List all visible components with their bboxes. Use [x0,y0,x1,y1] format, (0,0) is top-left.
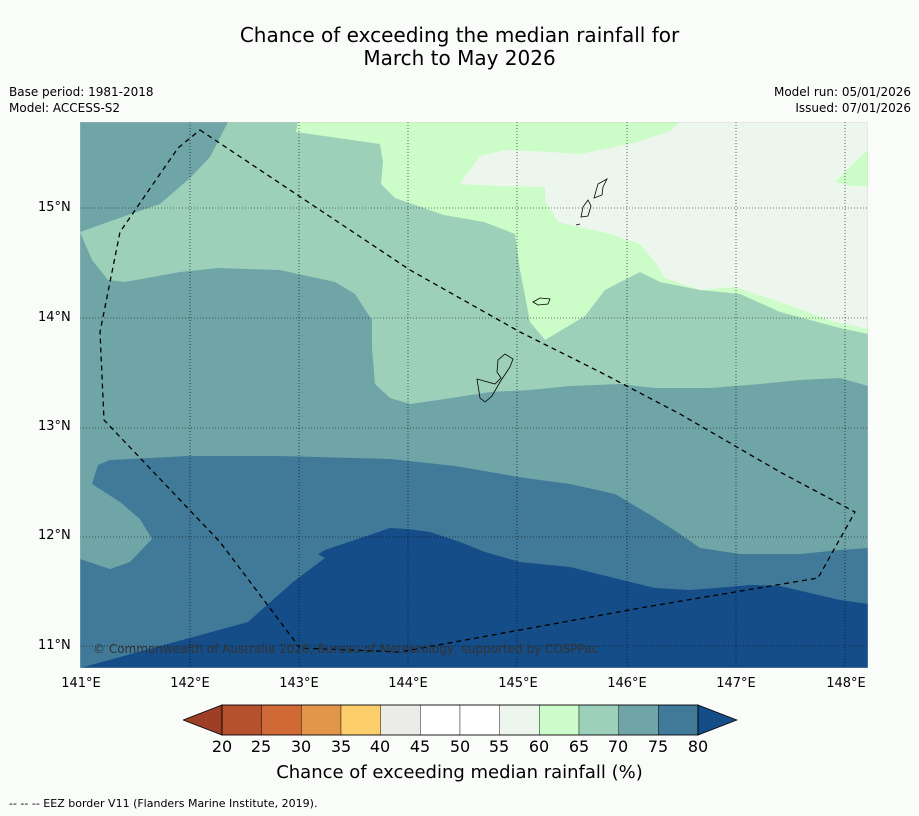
colorbar-tick-label: 30 [290,737,312,756]
colorbar-title: Chance of exceeding median rainfall (%) [276,762,643,783]
region-60-east [835,150,868,186]
colorbar-cell [499,704,540,736]
colorbar-tick-label: 25 [250,737,272,756]
lat-label: 11°N [38,638,71,653]
lon-label: 145°E [498,676,538,691]
colorbar-cell [578,704,619,736]
colorbar-cell [380,704,421,736]
model-name: Model: ACCESS-S2 [9,101,121,115]
region-55 [545,122,868,329]
colorbar-tick-label: 45 [409,737,431,756]
rainfall-map [80,122,868,668]
colorbar-tick-label: 80 [687,737,709,756]
colorbar-tick-label: 60 [528,737,550,756]
island-rota [532,297,551,306]
lat-label: 13°N [38,419,71,434]
colorbar-over-arrow [697,704,738,736]
copyright-notice: © Commonwealth of Australia 2026, Bureau… [93,642,599,656]
lat-label: 12°N [38,528,71,543]
colorbar-cell [301,704,342,736]
colorbar-cell [658,704,699,736]
colorbar-tick-label: 50 [449,737,471,756]
colorbar-cell [340,704,381,736]
lon-label: 144°E [388,676,428,691]
colorbar-frame [221,704,699,736]
region-55-patch [460,150,580,187]
base-period: Base period: 1981-2018 [9,85,154,99]
issued-date: Issued: 07/01/2026 [795,101,911,115]
island-saipan [593,178,608,199]
colorbar-under-arrow [183,704,223,736]
islands [476,178,608,403]
colorbar-tick-label: 75 [647,737,669,756]
colorbar-cell [420,704,461,736]
lon-label: 142°E [170,676,210,691]
lon-label: 148°E [826,676,866,691]
eez-footnote: -- -- -- EEZ border V11 (Flanders Marine… [9,797,318,810]
island-aguijan [575,223,581,226]
chart-title-line1: Chance of exceeding the median rainfall … [239,23,680,47]
colorbar-cell [539,704,580,736]
colorbar-tick-label: 20 [211,737,233,756]
chart-title-line2: March to May 2026 [363,46,556,70]
lon-label: 146°E [607,676,647,691]
graticule [80,122,868,668]
colorbar-cell [459,704,500,736]
lon-label: 143°E [279,676,319,691]
lat-label: 14°N [38,310,71,325]
colorbar-tick-label: 65 [568,737,590,756]
lat-label: 15°N [38,200,71,215]
eez-border [99,129,856,653]
island-tinian [580,199,592,218]
colorbar-cell [618,704,659,736]
colorbar-tick-label: 70 [607,737,629,756]
colorbar [183,704,738,736]
island-guam [476,353,514,403]
lon-label: 141°E [61,676,101,691]
model-run: Model run: 05/01/2026 [773,85,911,99]
colorbar-tick-label: 55 [488,737,510,756]
colorbar-tick-label: 40 [369,737,391,756]
colorbar-cells [221,704,699,736]
colorbar-cell [261,704,302,736]
colorbar-tick-label: 35 [330,737,352,756]
colorbar-cell [221,704,262,736]
lon-label: 147°E [716,676,756,691]
